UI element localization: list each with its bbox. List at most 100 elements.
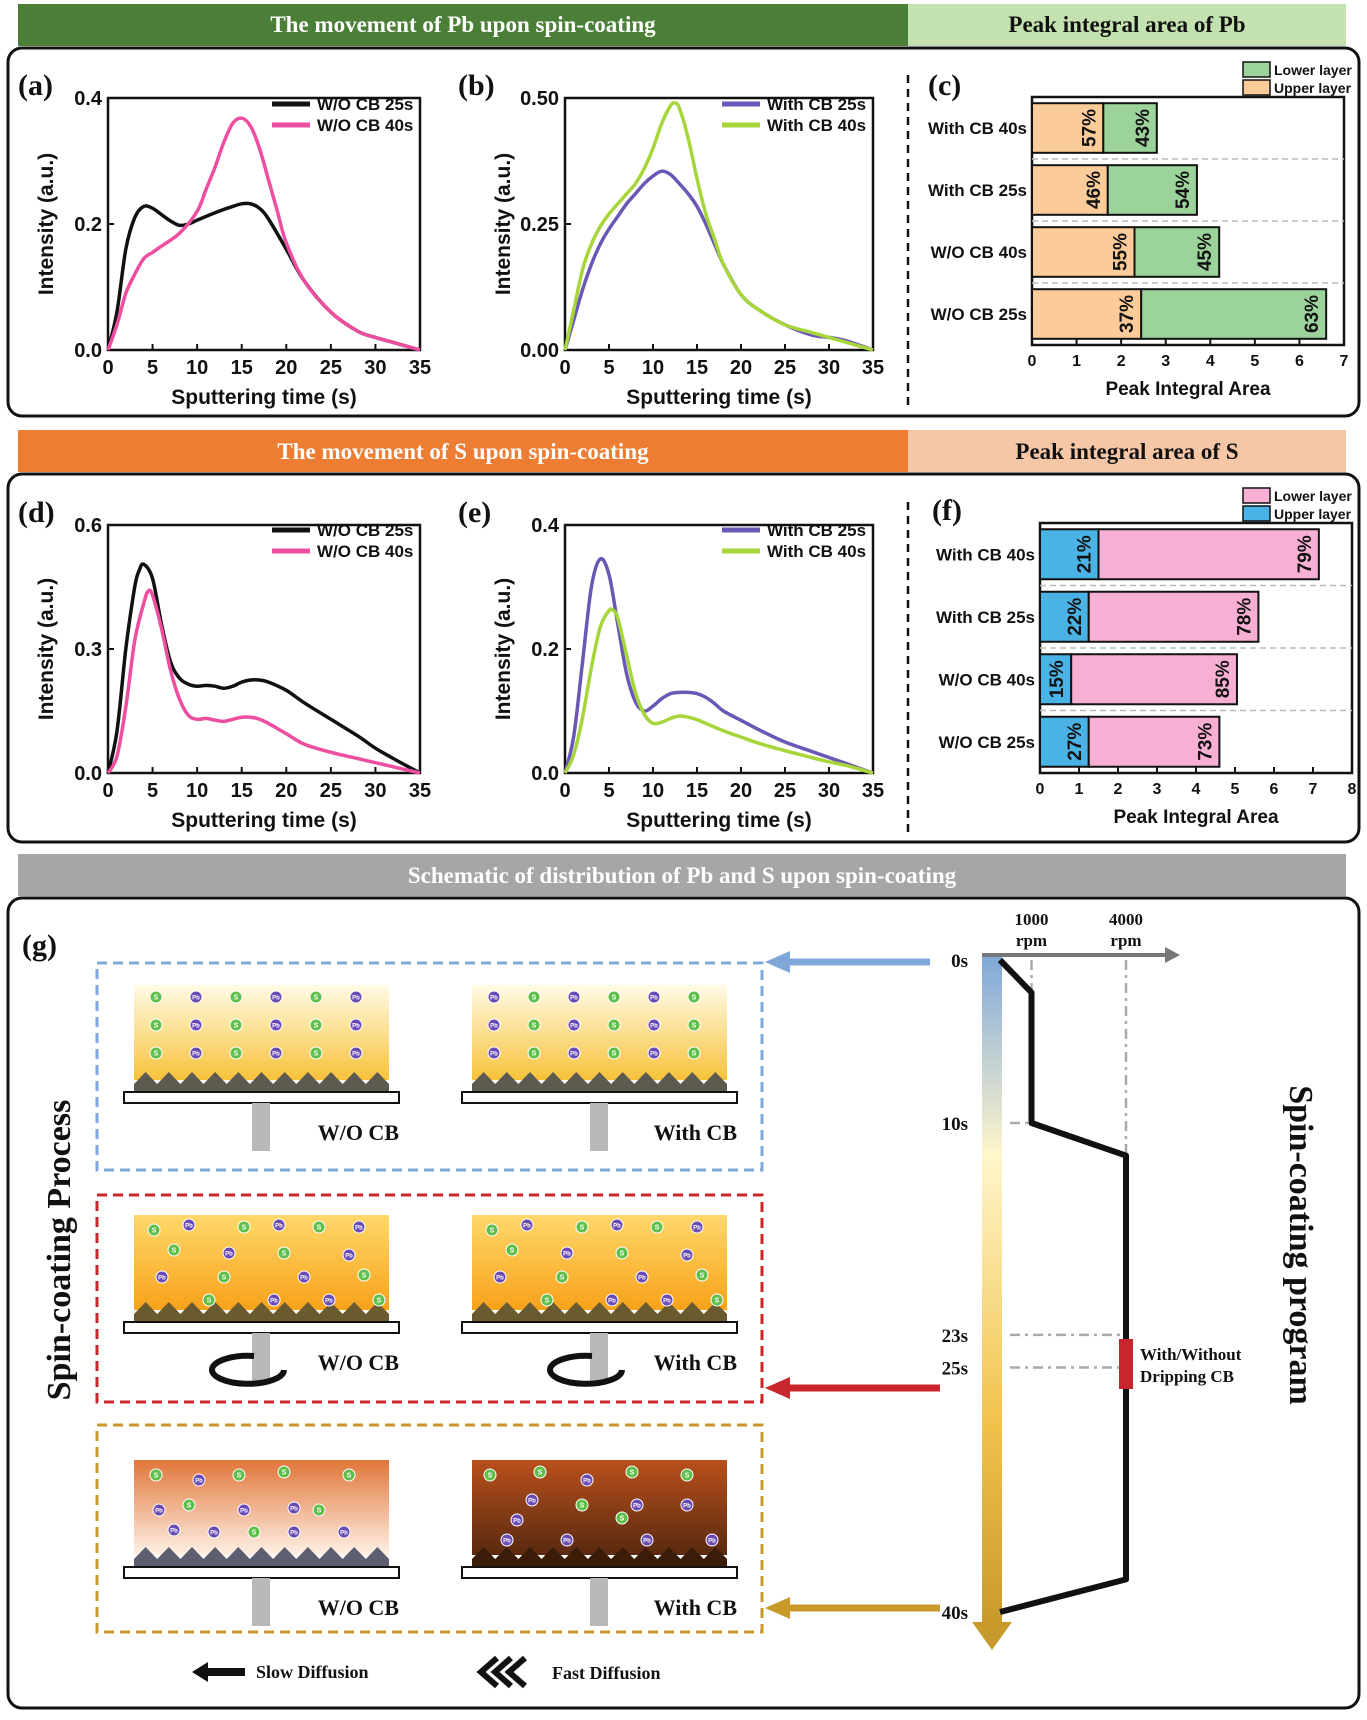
category-label-c: W/O CB 25s (931, 305, 1027, 324)
arrow-head-start (765, 951, 790, 973)
x-tick-label-c: 1 (1072, 353, 1081, 370)
sulfur-label: S (490, 1228, 495, 1235)
y-tick-label-b: 0.50 (520, 88, 559, 110)
lead-particle (630, 1498, 644, 1512)
film-0: W/O CB S Pb S Pb S Pb S Pb S Pb S Pb S Pb S Pb S Pb (123, 985, 400, 1151)
substrate-texture (472, 1547, 727, 1567)
sulfur-label: S (620, 1516, 625, 1523)
x-axis-label-b: Sputtering time (s) (626, 386, 812, 409)
sulfur-label: S (538, 1470, 543, 1477)
lead-particle (297, 1270, 311, 1284)
header-row-3: Schematic of distribution of Pb and S up… (18, 854, 1346, 896)
lead-label: Pb (503, 1539, 511, 1545)
lead-label: Pb (570, 1024, 578, 1030)
sulfur-particle (312, 1503, 326, 1517)
substrate (461, 1566, 738, 1579)
panel-frame-middle (6, 472, 1361, 844)
sulfur-particle (167, 1243, 181, 1257)
chart-c: (c) With CB 40s 57% 43% With CB 25s 46% 54% W/O… (928, 61, 1352, 400)
rpm-unit-1: rpm (1110, 931, 1141, 950)
x-tick-label-c: 4 (1206, 353, 1215, 370)
header-row-1: The movement of Pb upon spin-coating Pea… (18, 4, 1346, 46)
chart-b: (b) 0 5 10 15 20 25 30 35 0.00 0.25 0.50 Sputtering … (458, 69, 884, 409)
x-tick-label-b: 0 (559, 357, 570, 379)
lead-particle (680, 1248, 694, 1262)
lead-particle (525, 1493, 539, 1507)
x-tick-label-b: 25 (774, 357, 796, 379)
rpm-axis-head (1165, 947, 1180, 963)
arrow-head-drip (765, 1377, 790, 1399)
x-tick-label-b: 5 (603, 357, 614, 379)
chart-f: (f) With CB 40s 21% 79% With CB 25s 22% 78% W/O… (932, 487, 1357, 828)
x-tick-label-e: 20 (730, 780, 752, 802)
perovskite-film (472, 1215, 727, 1310)
lead-label: Pb (325, 1299, 333, 1305)
sulfur-particle (505, 1243, 519, 1257)
program-guides (1010, 960, 1128, 1369)
header-s-movement: The movement of S upon spin-coating (277, 439, 649, 464)
sulfur-label: S (692, 995, 697, 1002)
panel-label-b: (b) (458, 69, 495, 102)
x-tick-label-d: 35 (409, 780, 431, 802)
stage-arrows (765, 951, 940, 1619)
lead-label: Pb (708, 1539, 716, 1545)
sulfur-particle (309, 990, 323, 1004)
program-curve (997, 957, 1129, 1615)
lead-particle (269, 1018, 283, 1032)
bar-label-f-1: 79% (1295, 535, 1316, 573)
substrate-texture (134, 1302, 389, 1322)
sulfur-particle (372, 1293, 386, 1307)
sulfur-label: S (282, 1251, 287, 1258)
lead-label: Pb (275, 1224, 283, 1230)
sulfur-particle (229, 1018, 243, 1032)
x-tick-label-a: 0 (102, 357, 113, 379)
sulfur-label: S (580, 1225, 585, 1232)
x-tick-label-e: 5 (603, 780, 614, 802)
time-arrow-head (972, 1622, 1012, 1650)
lead-label: Pb (563, 1252, 571, 1258)
sulfur-particle (615, 1246, 629, 1260)
sulfur-label: S (282, 1470, 287, 1477)
y-tick-label-b: 0.00 (520, 340, 559, 362)
sulfur-label: S (252, 1530, 257, 1537)
bar-c-1 (1106, 164, 1198, 216)
lead-label: Pb (608, 1299, 616, 1305)
y-axis-label-d: Intensity (a.u.) (35, 578, 58, 720)
substrate-texture (472, 1072, 727, 1092)
series-line-b-1 (563, 101, 874, 352)
legend-label-a-0: W/O CB 25s (317, 95, 413, 114)
legend-label-e-0: With CB 25s (767, 521, 866, 540)
lead-label: Pb (513, 1519, 521, 1525)
lead-label: Pb (650, 1052, 658, 1058)
lead-particle (192, 1473, 206, 1487)
lead-particle (705, 1533, 719, 1547)
y-tick-label-e: 0.4 (531, 515, 560, 537)
lead-particle (580, 1473, 594, 1487)
drip-note-line2: Dripping CB (1140, 1367, 1234, 1386)
series-line-e-1 (563, 607, 874, 775)
header-s-area: Peak integral area of S (1015, 439, 1238, 464)
spin-chuck (590, 1578, 608, 1626)
lead-label: Pb (170, 1529, 178, 1535)
lead-label: Pb (563, 1539, 571, 1545)
y-tick-label-a: 0.0 (74, 340, 102, 362)
lead-label: Pb (490, 1052, 498, 1058)
category-label-f: W/O CB 25s (939, 733, 1035, 752)
sulfur-label: S (154, 995, 159, 1002)
sulfur-particle (483, 1468, 497, 1482)
lead-label: Pb (240, 1509, 248, 1515)
bar-f-1 (1087, 715, 1221, 768)
lead-particle (567, 1046, 581, 1060)
rotation-icon (209, 1352, 287, 1387)
sulfur-label: S (715, 1298, 720, 1305)
legend-label-a-1: W/O CB 40s (317, 116, 413, 135)
x-tick-label-a: 25 (320, 357, 342, 379)
lead-particle (560, 1533, 574, 1547)
rpm-value-0: 1000 (1015, 910, 1049, 929)
header-pb-area-bg (908, 4, 1346, 46)
lead-label: Pb (192, 1024, 200, 1030)
legend-swatch-f-1 (1242, 487, 1271, 504)
lead-label: Pb (633, 1504, 641, 1510)
sulfur-particle (149, 1018, 163, 1032)
lead-label: Pb (490, 1024, 498, 1030)
